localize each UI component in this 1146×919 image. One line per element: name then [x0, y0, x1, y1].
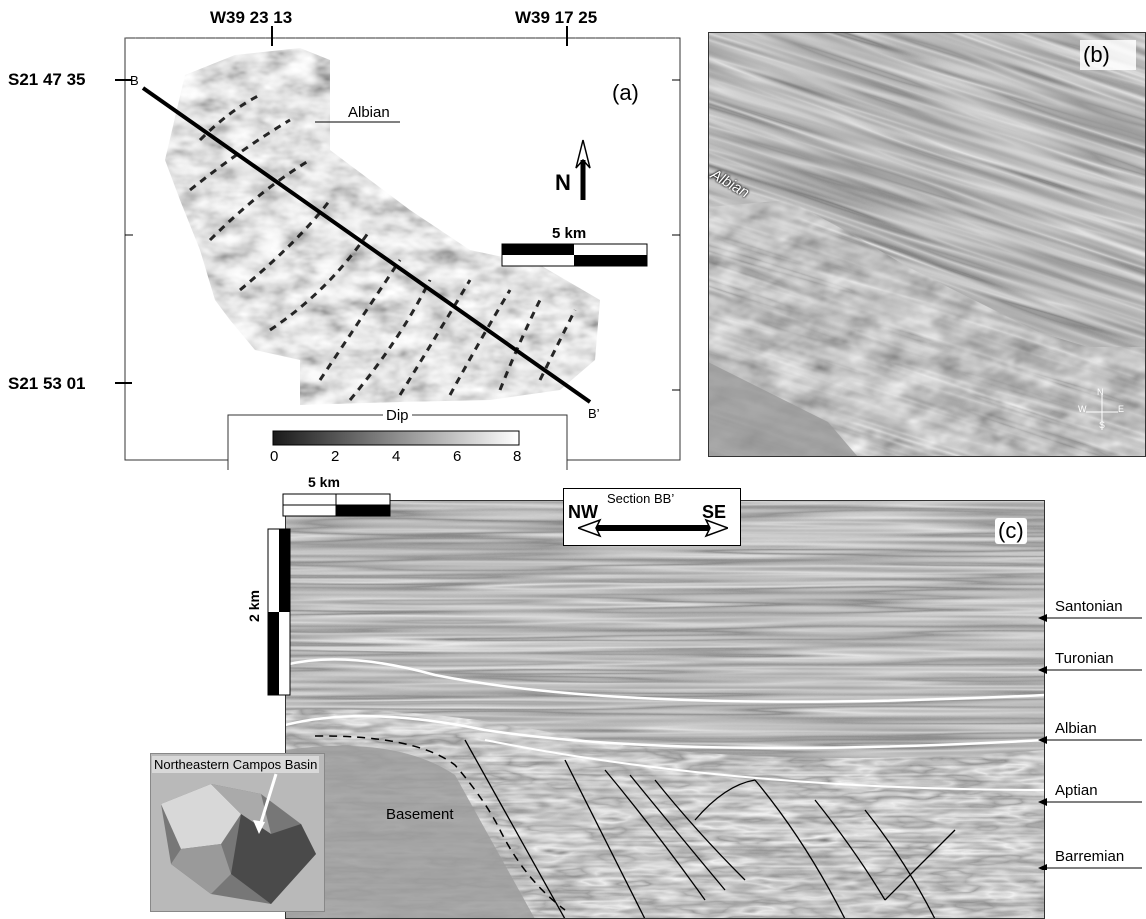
section-direction-box	[563, 488, 741, 546]
compass-e: E	[1118, 404, 1125, 414]
compass-w: W	[1078, 404, 1087, 414]
horizon-santonian: Santonian	[1055, 598, 1123, 615]
colorbar-title: Dip	[383, 407, 412, 424]
panel-a-letter: (a)	[612, 80, 639, 105]
seismic-3d-view	[708, 32, 1146, 457]
horizon-albian: Albian	[1055, 720, 1097, 737]
colorbar-tick-8: 8	[513, 448, 522, 465]
horizon-barremian: Barremian	[1055, 848, 1125, 865]
colorbar-tick-0: 0	[270, 448, 279, 465]
section-title: Section BB’	[607, 491, 675, 506]
lon-label-2: W39 17 25	[515, 8, 598, 27]
panel-b-letter: (b)	[1083, 42, 1110, 67]
albian-label-a: Albian	[348, 104, 390, 121]
colorbar-tick-2: 2	[331, 448, 340, 465]
compass-n: N	[1097, 387, 1104, 397]
north-label: N	[555, 170, 571, 195]
dir-left-label: NW	[568, 502, 598, 522]
seismic-section	[285, 500, 1045, 919]
horizon-leaders	[1038, 614, 1142, 870]
scale-label-a: 5 km	[552, 225, 587, 242]
horizon-turonian: Turonian	[1055, 650, 1114, 667]
lat-label-1: S21 47 35	[8, 70, 86, 89]
scale-bar-vertical	[267, 528, 291, 696]
colorbar-tick-6: 6	[453, 448, 462, 465]
horizon-aptian: Aptian	[1055, 782, 1098, 799]
location-inset	[150, 753, 325, 912]
lat-label-2: S21 53 01	[8, 374, 86, 393]
basement-label: Basement	[386, 806, 454, 823]
scale-bar-horizontal	[282, 493, 391, 517]
colorbar-tick-4: 4	[392, 448, 401, 465]
direction-arrow	[578, 518, 728, 538]
lon-label-1: W39 23 13	[210, 8, 293, 27]
basin-relief-map	[161, 773, 316, 904]
dir-right-label: SE	[702, 502, 727, 522]
dip-map: B B’	[115, 26, 681, 470]
panel-c-letter: (c)	[995, 518, 1027, 544]
section-end-label: B’	[588, 406, 600, 421]
section-start-label: B	[130, 73, 139, 88]
compass-s: S	[1099, 420, 1106, 430]
scale-label-c-h: 5 km	[308, 474, 340, 490]
inset-label: Northeastern Campos Basin	[152, 756, 320, 773]
scale-label-c-v: 2 km	[245, 590, 262, 622]
